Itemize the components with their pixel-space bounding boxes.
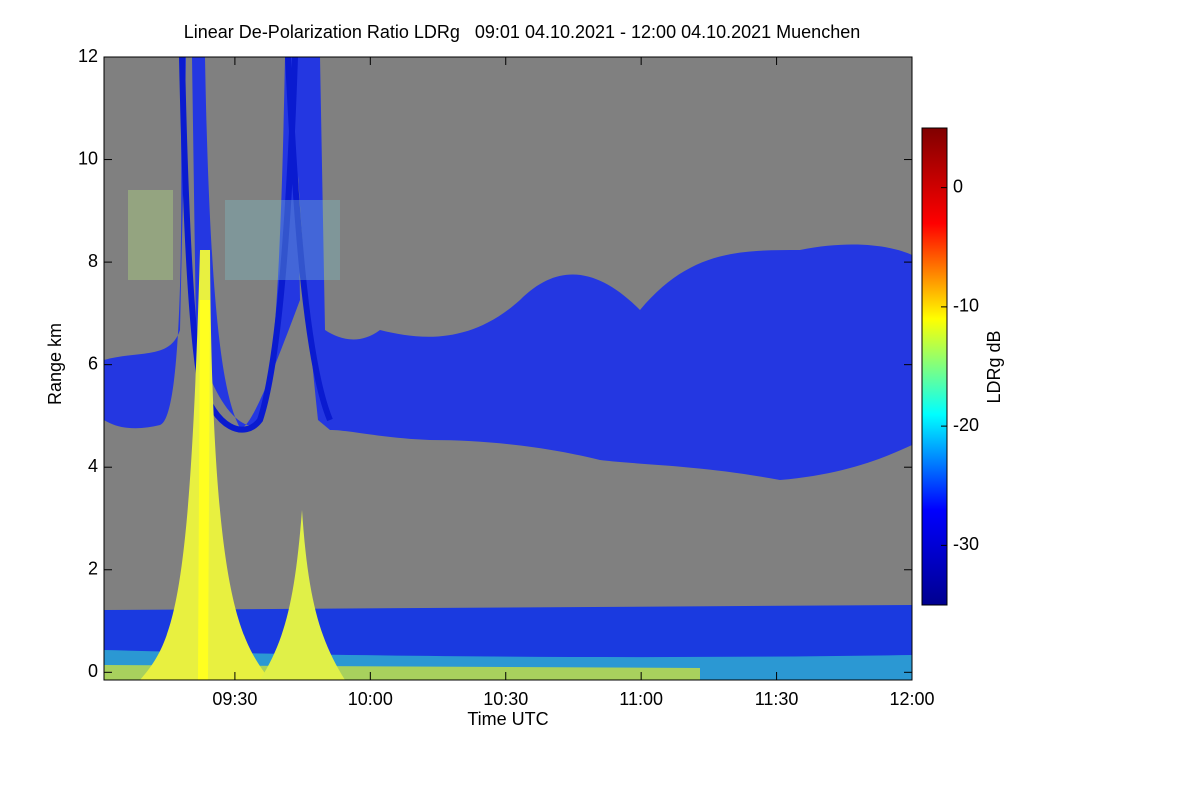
- y-tick-label: 4: [88, 456, 98, 476]
- x-tick-label: 11:00: [619, 689, 663, 709]
- colorbar: [921, 127, 948, 606]
- y-tick-label: 0: [88, 661, 98, 681]
- plot-frame: [103, 56, 913, 681]
- x-tick-label: 11:30: [755, 689, 799, 709]
- x-axis-label: Time UTC: [467, 709, 548, 729]
- x-tick-label: 10:00: [348, 689, 393, 709]
- colorbar-label: LDRg dB: [984, 330, 1004, 403]
- y-tick-label: 10: [78, 148, 98, 168]
- y-tick-label: 12: [78, 46, 98, 66]
- field: [104, 57, 912, 680]
- y-tick-label: 8: [88, 251, 98, 271]
- x-tick-label: 10:30: [483, 689, 528, 709]
- y-tick-label: 2: [88, 559, 98, 579]
- colorbar-tick-label: -20: [953, 415, 979, 435]
- chart-title: Linear De-Polarization Ratio LDRg 09:01 …: [184, 22, 860, 42]
- colorbar-tick-label: 0: [953, 176, 963, 196]
- colorbar-tick-label: -10: [953, 296, 979, 316]
- x-tick-label: 12:00: [889, 689, 934, 709]
- colorbar-tick-label: -30: [953, 534, 979, 554]
- y-axis-label: Range km: [45, 323, 65, 405]
- y-tick-label: 6: [88, 353, 98, 373]
- x-tick-label: 09:30: [212, 689, 257, 709]
